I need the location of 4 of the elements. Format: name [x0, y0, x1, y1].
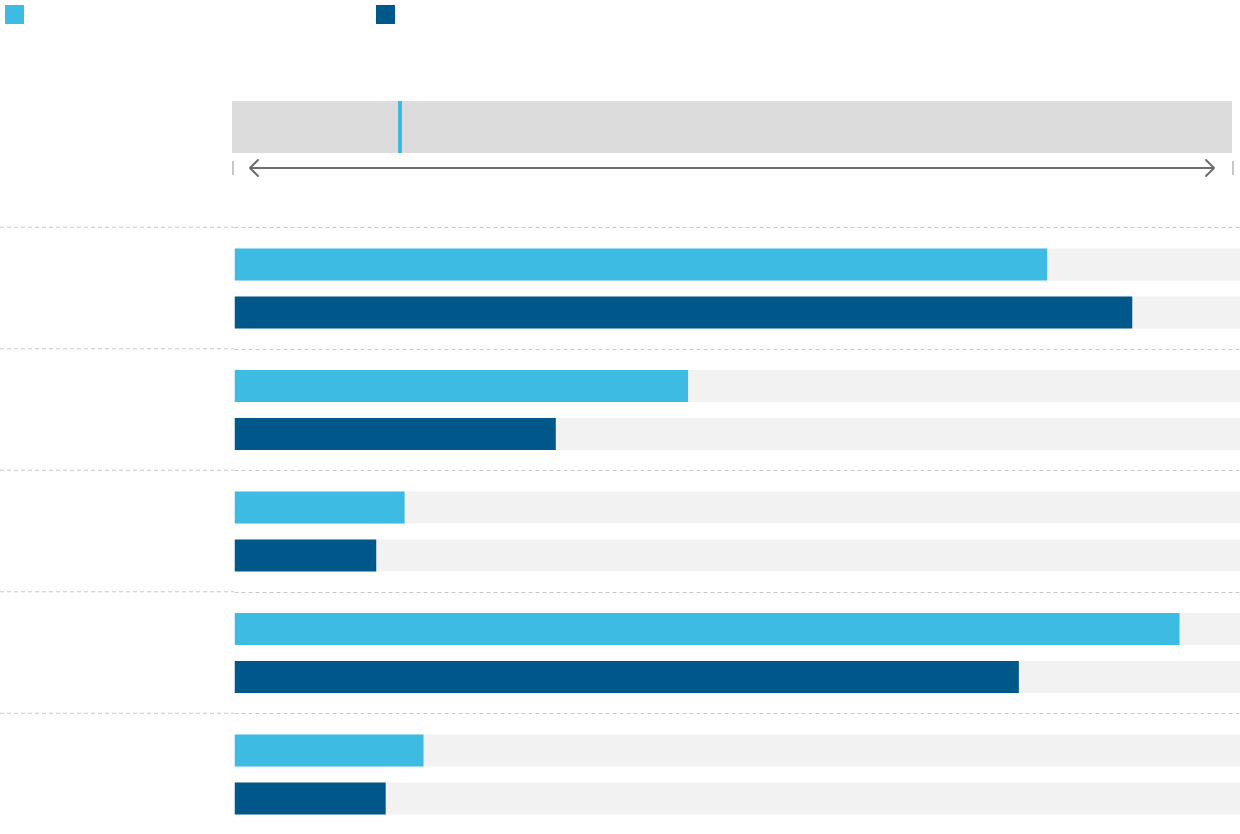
bar	[234, 782, 386, 815]
bar	[234, 539, 377, 572]
bar	[234, 734, 424, 767]
bar	[234, 491, 405, 524]
